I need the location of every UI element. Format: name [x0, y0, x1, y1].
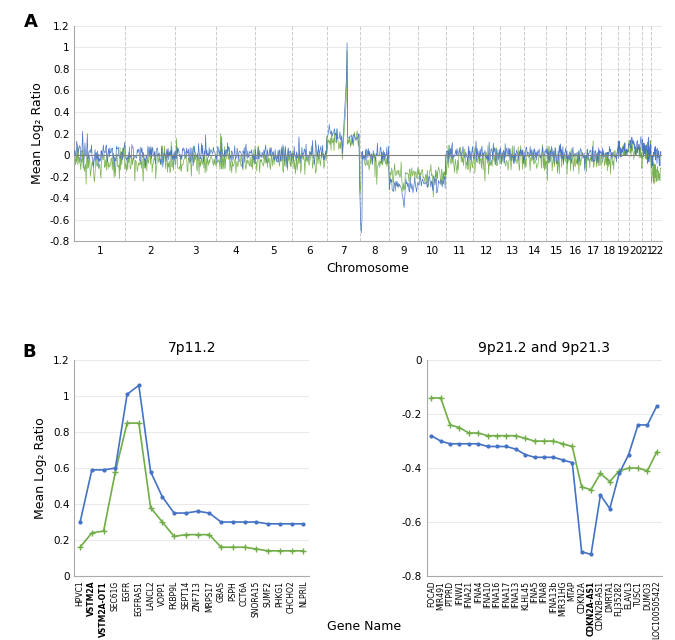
- Text: A: A: [24, 13, 38, 31]
- X-axis label: Chromosome: Chromosome: [327, 262, 409, 275]
- Y-axis label: Mean Log₂ Ratio: Mean Log₂ Ratio: [30, 83, 44, 184]
- Y-axis label: Mean Log₂ Ratio: Mean Log₂ Ratio: [34, 417, 47, 519]
- Title: 7p11.2: 7p11.2: [167, 341, 216, 355]
- Text: Gene Name: Gene Name: [327, 620, 402, 634]
- Title: 9p21.2 and 9p21.3: 9p21.2 and 9p21.3: [478, 341, 610, 355]
- Text: B: B: [22, 343, 36, 361]
